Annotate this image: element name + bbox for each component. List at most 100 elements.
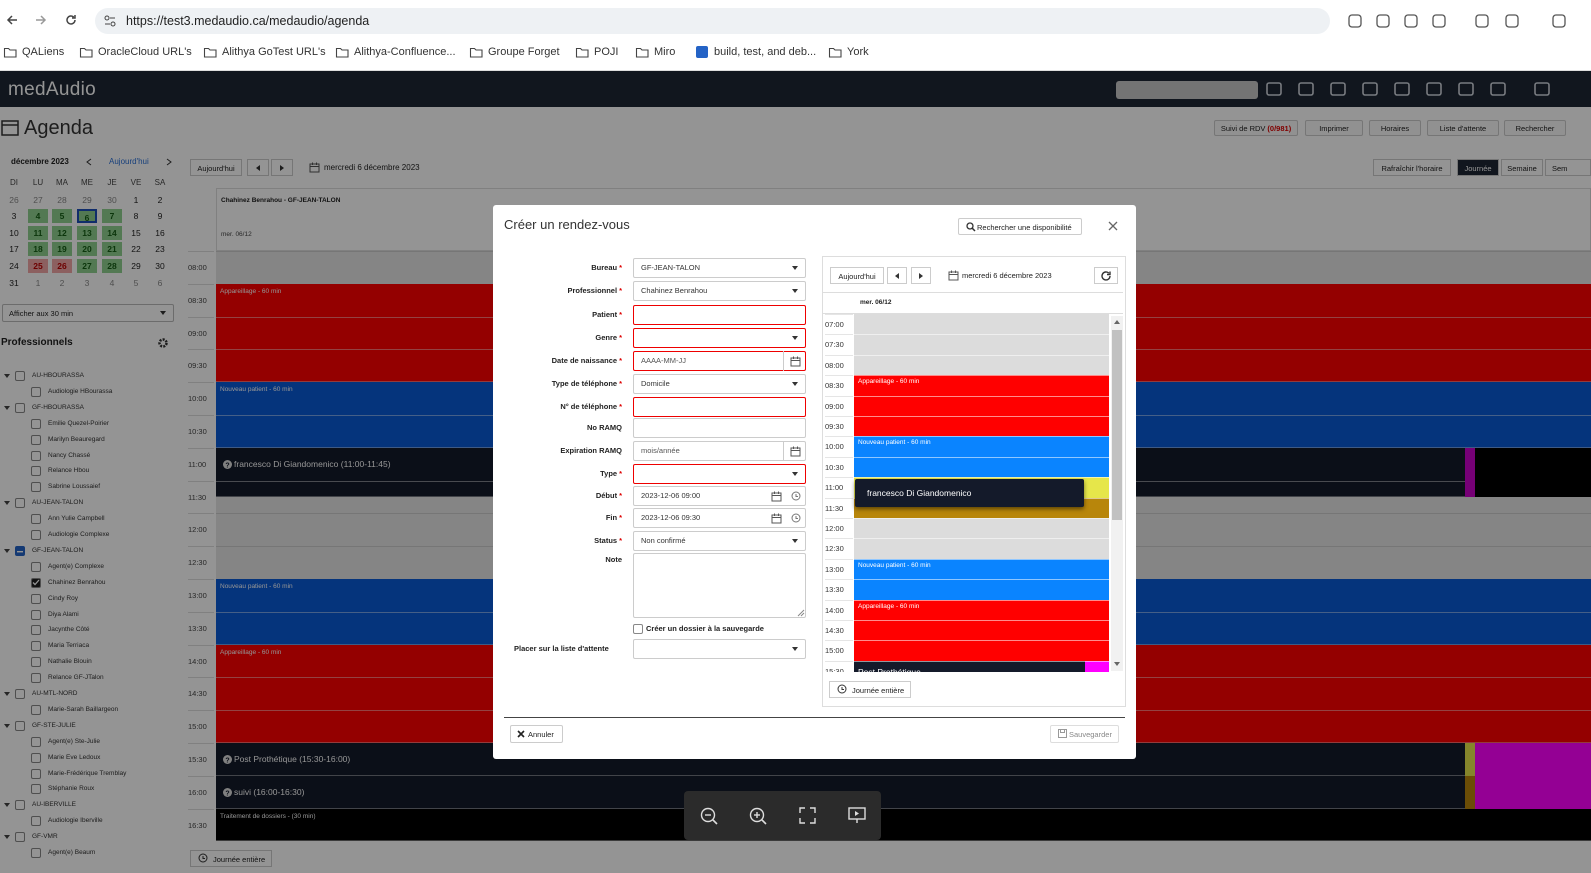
checkbox[interactable]	[31, 768, 41, 779]
today-button[interactable]: Aujourd'hui	[190, 159, 242, 176]
popup[interactable]: francesco Di Giandomenico	[855, 479, 1084, 507]
calendar-day[interactable]: 9	[157, 211, 163, 221]
calendar-day[interactable]: 7	[102, 209, 122, 223]
field-select[interactable]	[633, 464, 806, 484]
calendar-day[interactable]: 6	[157, 278, 163, 288]
checkbox[interactable]	[31, 450, 41, 461]
toolbar-button[interactable]: Liste d'attente	[1427, 120, 1499, 136]
calendar-day[interactable]: 4	[28, 209, 48, 223]
checkbox[interactable]	[15, 689, 25, 699]
mini-refresh[interactable]	[1094, 267, 1118, 284]
calendar-day[interactable]: 10	[9, 228, 19, 238]
mini-all-day[interactable]: Journée entière	[829, 681, 911, 698]
appointment[interactable]	[216, 775, 1591, 809]
calendar-day[interactable]: 23	[155, 244, 165, 254]
calendar-day[interactable]: 13	[77, 226, 97, 240]
checkbox[interactable]	[31, 816, 41, 827]
calendar-day[interactable]: 27	[77, 259, 97, 273]
calendar-day[interactable]: 15	[131, 228, 141, 238]
checkbox[interactable]	[15, 371, 25, 381]
appointment[interactable]	[854, 660, 1109, 672]
appointment[interactable]	[854, 436, 1109, 478]
calendar-day[interactable]: 12	[52, 226, 72, 240]
next-button[interactable]	[271, 159, 293, 176]
prev-button[interactable]	[247, 159, 269, 176]
checkbox[interactable]	[31, 641, 41, 652]
bookmark[interactable]: POJI	[594, 46, 619, 58]
view-button[interactable]: Journée	[1457, 159, 1499, 176]
calendar-day[interactable]: 28	[102, 259, 122, 273]
calendar-day[interactable]: 28	[57, 195, 67, 205]
calendar-day[interactable]: 20	[77, 242, 97, 256]
checkbox[interactable]	[31, 514, 41, 525]
field-input[interactable]	[633, 486, 806, 506]
toolbar-button[interactable]: Imprimer	[1305, 120, 1363, 136]
bookmark[interactable]: OracleCloud URL's	[98, 46, 192, 58]
field-input[interactable]	[633, 441, 806, 461]
checkbox[interactable]	[31, 466, 41, 477]
field-select[interactable]	[633, 531, 806, 551]
checkbox[interactable]	[31, 434, 41, 445]
save-button[interactable]: Sauvegarder	[1050, 725, 1119, 743]
calendar-day[interactable]: 5	[52, 209, 72, 223]
field-input[interactable]	[633, 508, 806, 528]
month-today[interactable]: Aujourd'hui	[109, 157, 149, 166]
calendar-day[interactable]: 1	[35, 278, 41, 288]
view-button[interactable]: Semaine	[1501, 159, 1543, 176]
calendar-day[interactable]: 17	[9, 244, 19, 254]
toolbar-button[interactable]: Suivi de RDV (0/981)	[1214, 120, 1298, 136]
field-select[interactable]	[633, 281, 806, 301]
calendar-day[interactable]: 1	[133, 195, 139, 205]
toolbar-button[interactable]: Horaires	[1369, 120, 1421, 136]
field-select[interactable]	[633, 639, 806, 659]
calendar-day[interactable]: 6	[77, 209, 97, 223]
checkbox[interactable]	[31, 752, 41, 763]
toolbar-button[interactable]: Rechercher	[1504, 120, 1566, 136]
checkbox[interactable]	[31, 704, 41, 715]
calendar-day[interactable]: 5	[133, 278, 139, 288]
bookmark[interactable]: Alithya GoTest URL's	[222, 46, 326, 58]
bookmark[interactable]: Groupe Forget	[488, 46, 560, 58]
mini-prev[interactable]	[887, 267, 907, 284]
calendar-day[interactable]: 26	[9, 195, 19, 205]
checkbox[interactable]	[31, 657, 41, 668]
calendar-day[interactable]: 21	[102, 242, 122, 256]
interval-select[interactable]: Afficher aux 30 min	[2, 304, 174, 322]
calendar-day[interactable]: 3	[84, 278, 90, 288]
mini-today[interactable]: Aujourd'hui	[830, 267, 884, 284]
calendar-day[interactable]: 2	[157, 195, 163, 205]
calendar-day[interactable]: 27	[33, 195, 43, 205]
calendar-day[interactable]: 18	[28, 242, 48, 256]
calendar-day[interactable]: 25	[28, 259, 48, 273]
header-search[interactable]	[1116, 81, 1258, 99]
checkbox[interactable]	[31, 418, 41, 429]
refresh-button[interactable]: Rafraîchir l'horaire	[1373, 159, 1451, 176]
checkbox[interactable]	[31, 530, 41, 540]
checkbox[interactable]	[31, 482, 41, 493]
calendar-day[interactable]: 16	[155, 228, 165, 238]
checkbox[interactable]	[15, 402, 25, 413]
bookmark[interactable]: York	[847, 46, 869, 58]
calendar-day[interactable]: 2	[59, 278, 65, 288]
calendar-day[interactable]: 22	[131, 244, 141, 254]
search-availability[interactable]: Rechercher une disponibilité	[958, 218, 1082, 235]
calendar-day[interactable]: 31	[9, 278, 19, 288]
calendar-day[interactable]: 30	[155, 261, 165, 271]
bookmark[interactable]: Alithya-Confluence...	[354, 46, 456, 58]
calendar-day[interactable]: 24	[9, 261, 19, 271]
field-input[interactable]	[633, 397, 806, 417]
field-input[interactable]	[633, 305, 806, 325]
checkbox[interactable]	[633, 624, 643, 634]
appointment[interactable]	[854, 599, 1109, 661]
cancel-button[interactable]: Annuler	[510, 725, 563, 743]
checkbox[interactable]	[31, 736, 41, 747]
appointment[interactable]	[216, 808, 1591, 842]
field-textarea[interactable]	[633, 553, 806, 618]
checkbox[interactable]	[31, 673, 41, 684]
checkbox[interactable]	[31, 609, 41, 620]
calendar-day[interactable]: 11	[28, 226, 48, 240]
calendar-day[interactable]: 26	[52, 259, 72, 273]
calendar-day[interactable]: 29	[131, 261, 141, 271]
calendar-day[interactable]: 4	[109, 278, 115, 288]
checkbox[interactable]	[15, 498, 25, 509]
